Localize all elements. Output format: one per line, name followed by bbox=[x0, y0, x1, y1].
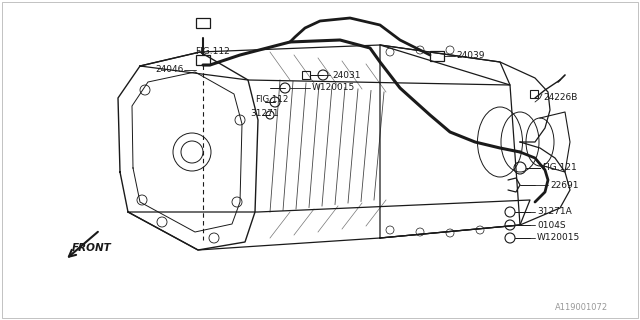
Text: 22691: 22691 bbox=[550, 180, 579, 189]
Text: 31271A: 31271A bbox=[537, 207, 572, 217]
FancyBboxPatch shape bbox=[302, 71, 310, 79]
Text: 0104S: 0104S bbox=[537, 220, 566, 229]
Text: 24046: 24046 bbox=[155, 66, 184, 75]
Text: 24031: 24031 bbox=[332, 70, 360, 79]
FancyBboxPatch shape bbox=[530, 90, 538, 98]
Text: 24226B: 24226B bbox=[543, 93, 577, 102]
Text: FIG.112: FIG.112 bbox=[195, 47, 230, 57]
Text: W120015: W120015 bbox=[537, 234, 580, 243]
Text: FRONT: FRONT bbox=[72, 243, 112, 253]
Text: FIG.112: FIG.112 bbox=[255, 95, 289, 105]
Text: A119001072: A119001072 bbox=[555, 303, 608, 313]
Text: FIG.121: FIG.121 bbox=[542, 164, 577, 172]
FancyBboxPatch shape bbox=[196, 18, 210, 28]
Text: 31271: 31271 bbox=[250, 108, 278, 117]
FancyBboxPatch shape bbox=[196, 55, 210, 65]
FancyBboxPatch shape bbox=[430, 51, 444, 61]
Text: W120015: W120015 bbox=[312, 84, 355, 92]
Text: 24039: 24039 bbox=[456, 52, 484, 60]
